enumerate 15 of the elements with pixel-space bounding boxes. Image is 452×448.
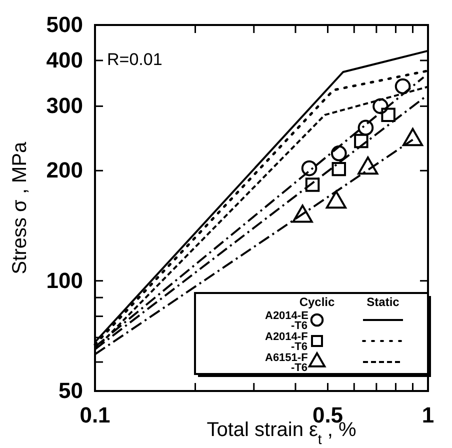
annotation: Cyclic: [299, 295, 335, 309]
legend-label: A2014-F-T6: [265, 331, 308, 353]
x-tick-label: 0.1: [80, 402, 110, 428]
legend-label: A6151-F-T6: [265, 352, 308, 374]
y-tick-label: 100: [46, 268, 83, 293]
y-tick-label: 50: [58, 378, 83, 404]
x-tick-label: 1: [422, 402, 434, 428]
annotation: Static: [366, 295, 400, 309]
annotation: R=0.01: [107, 50, 162, 69]
y-tick-label: 200: [46, 158, 83, 183]
y-tick-label: 400: [46, 48, 83, 73]
y-tick-label: 300: [46, 93, 83, 118]
legend-label: A2014-E-T6: [265, 310, 308, 332]
y-axis-title: Stress σ , MPa: [9, 140, 31, 274]
y-tick-label: 500: [46, 12, 83, 38]
